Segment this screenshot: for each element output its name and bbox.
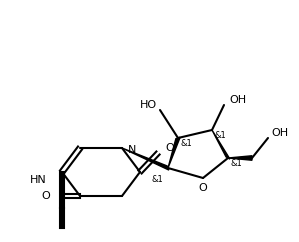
- Text: O: O: [199, 183, 208, 193]
- Text: N: N: [128, 145, 136, 155]
- Text: HN: HN: [30, 175, 46, 185]
- Text: O: O: [166, 143, 174, 153]
- Text: &1: &1: [230, 159, 242, 167]
- Text: &1: &1: [151, 175, 163, 184]
- Text: HO: HO: [139, 100, 157, 110]
- Text: OH: OH: [229, 95, 247, 105]
- Polygon shape: [228, 156, 252, 160]
- Polygon shape: [212, 130, 230, 159]
- Text: &1: &1: [214, 130, 226, 139]
- Text: O: O: [42, 191, 50, 201]
- Polygon shape: [122, 148, 169, 170]
- Text: OH: OH: [271, 128, 289, 138]
- Text: &1: &1: [180, 138, 192, 148]
- Polygon shape: [168, 137, 180, 168]
